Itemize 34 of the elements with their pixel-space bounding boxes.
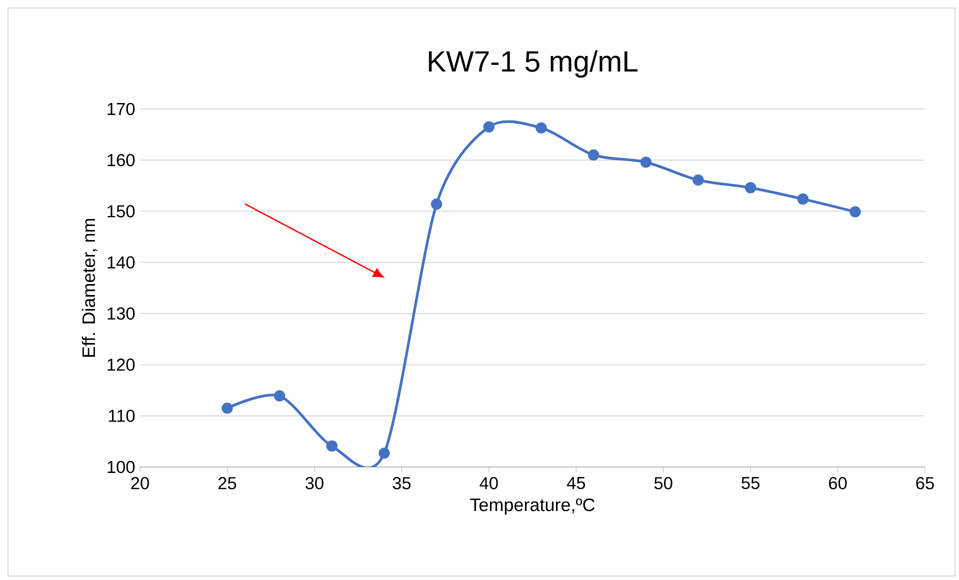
y-axis-title: Eff. Diameter, nm: [82, 218, 98, 357]
y-tick-label: 130: [108, 307, 135, 320]
point: [744, 182, 756, 194]
x-axis-title: Temperature,ºC: [470, 498, 595, 515]
x-tick-label: 45: [566, 477, 586, 490]
point: [797, 193, 808, 205]
y-tick-label: 160: [108, 154, 135, 166]
point: [378, 448, 390, 459]
point: [850, 206, 861, 218]
x-tick-label: 30: [305, 477, 324, 490]
x-tick-label: 60: [829, 477, 847, 490]
point: [483, 121, 494, 132]
point: [588, 149, 600, 161]
y-tick-label: 170: [108, 102, 135, 116]
y-tick-label: 120: [108, 358, 135, 371]
x-tick-label: 65: [916, 477, 934, 490]
x-tick-label: 40: [480, 477, 498, 490]
point: [430, 198, 442, 210]
point: [326, 440, 338, 452]
x-tick-label: 50: [654, 477, 672, 490]
point: [640, 156, 652, 168]
y-tick-label: 140: [108, 256, 135, 269]
point: [536, 122, 547, 134]
point: [692, 174, 704, 186]
chart-title: KW7-1 5 mg/mL: [428, 50, 638, 78]
point: [222, 402, 233, 414]
y-tick-label: 150: [108, 205, 135, 218]
y-tick-label: 110: [108, 410, 135, 422]
y-tick-label: 100: [108, 460, 135, 474]
x-tick-label: 20: [131, 477, 149, 490]
x-tick-label: 25: [218, 477, 236, 490]
point: [274, 390, 286, 402]
x-tick-label: 35: [392, 477, 411, 490]
x-tick-label: 55: [742, 477, 760, 490]
